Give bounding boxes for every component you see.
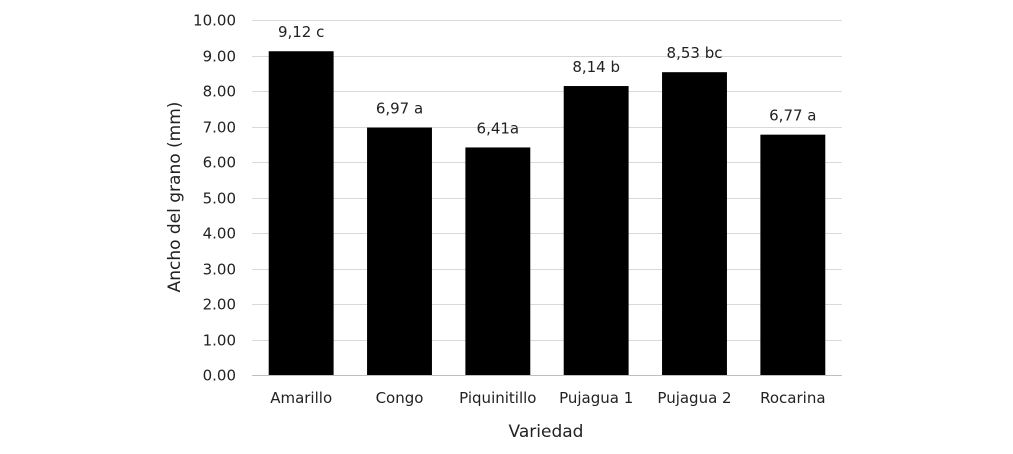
y-tick-label: 3.00 bbox=[203, 261, 236, 279]
y-tick-label: 10.00 bbox=[193, 12, 236, 30]
x-tick-label: Congo bbox=[376, 389, 424, 407]
y-tick-label: 6.00 bbox=[203, 154, 236, 172]
x-tick-label: Amarillo bbox=[270, 389, 332, 407]
bar bbox=[465, 147, 531, 375]
data-label: 6,77 a bbox=[769, 107, 816, 125]
data-label: 6,41a bbox=[477, 119, 520, 137]
x-tick-label: Rocarina bbox=[760, 389, 825, 407]
bar bbox=[367, 127, 432, 375]
data-label: 9,12 c bbox=[278, 23, 324, 41]
bar bbox=[268, 51, 334, 376]
bar bbox=[563, 86, 629, 375]
y-tick-label: 0.00 bbox=[203, 367, 236, 385]
data-labels: 9,12 c 6,97 a 6,41a 8,14 b 8,53 bc 6,77 a bbox=[278, 23, 817, 137]
data-label: 8,53 bc bbox=[667, 44, 723, 62]
y-tick-label: 1.00 bbox=[203, 332, 236, 350]
y-tick-label: 7.00 bbox=[203, 119, 236, 137]
data-label: 6,97 a bbox=[376, 100, 423, 118]
x-axis-ticks: Amarillo Congo Piquinitillo Pujagua 1 Pujagu… bbox=[270, 389, 825, 407]
gridlines bbox=[252, 20, 842, 376]
bar bbox=[662, 72, 727, 375]
x-axis-title: Variedad bbox=[509, 422, 584, 442]
x-tick-label: Pujagua 2 bbox=[657, 389, 731, 407]
bars bbox=[268, 51, 826, 376]
y-tick-label: 2.00 bbox=[203, 296, 236, 314]
x-tick-label: Piquinitillo bbox=[459, 389, 536, 407]
x-tick-label: Pujagua 1 bbox=[559, 389, 633, 407]
y-tick-label: 8.00 bbox=[203, 83, 236, 101]
y-tick-label: 4.00 bbox=[203, 225, 236, 243]
data-label: 8,14 b bbox=[572, 58, 620, 76]
y-tick-label: 9.00 bbox=[203, 48, 236, 66]
y-axis-title: Ancho del grano (mm) bbox=[165, 102, 185, 293]
y-tick-label: 5.00 bbox=[203, 190, 236, 208]
y-axis-ticks: 0.00 1.00 2.00 3.00 4.00 5.00 6.00 7.00 8.00 9.00… bbox=[193, 12, 236, 385]
bar bbox=[760, 134, 826, 375]
